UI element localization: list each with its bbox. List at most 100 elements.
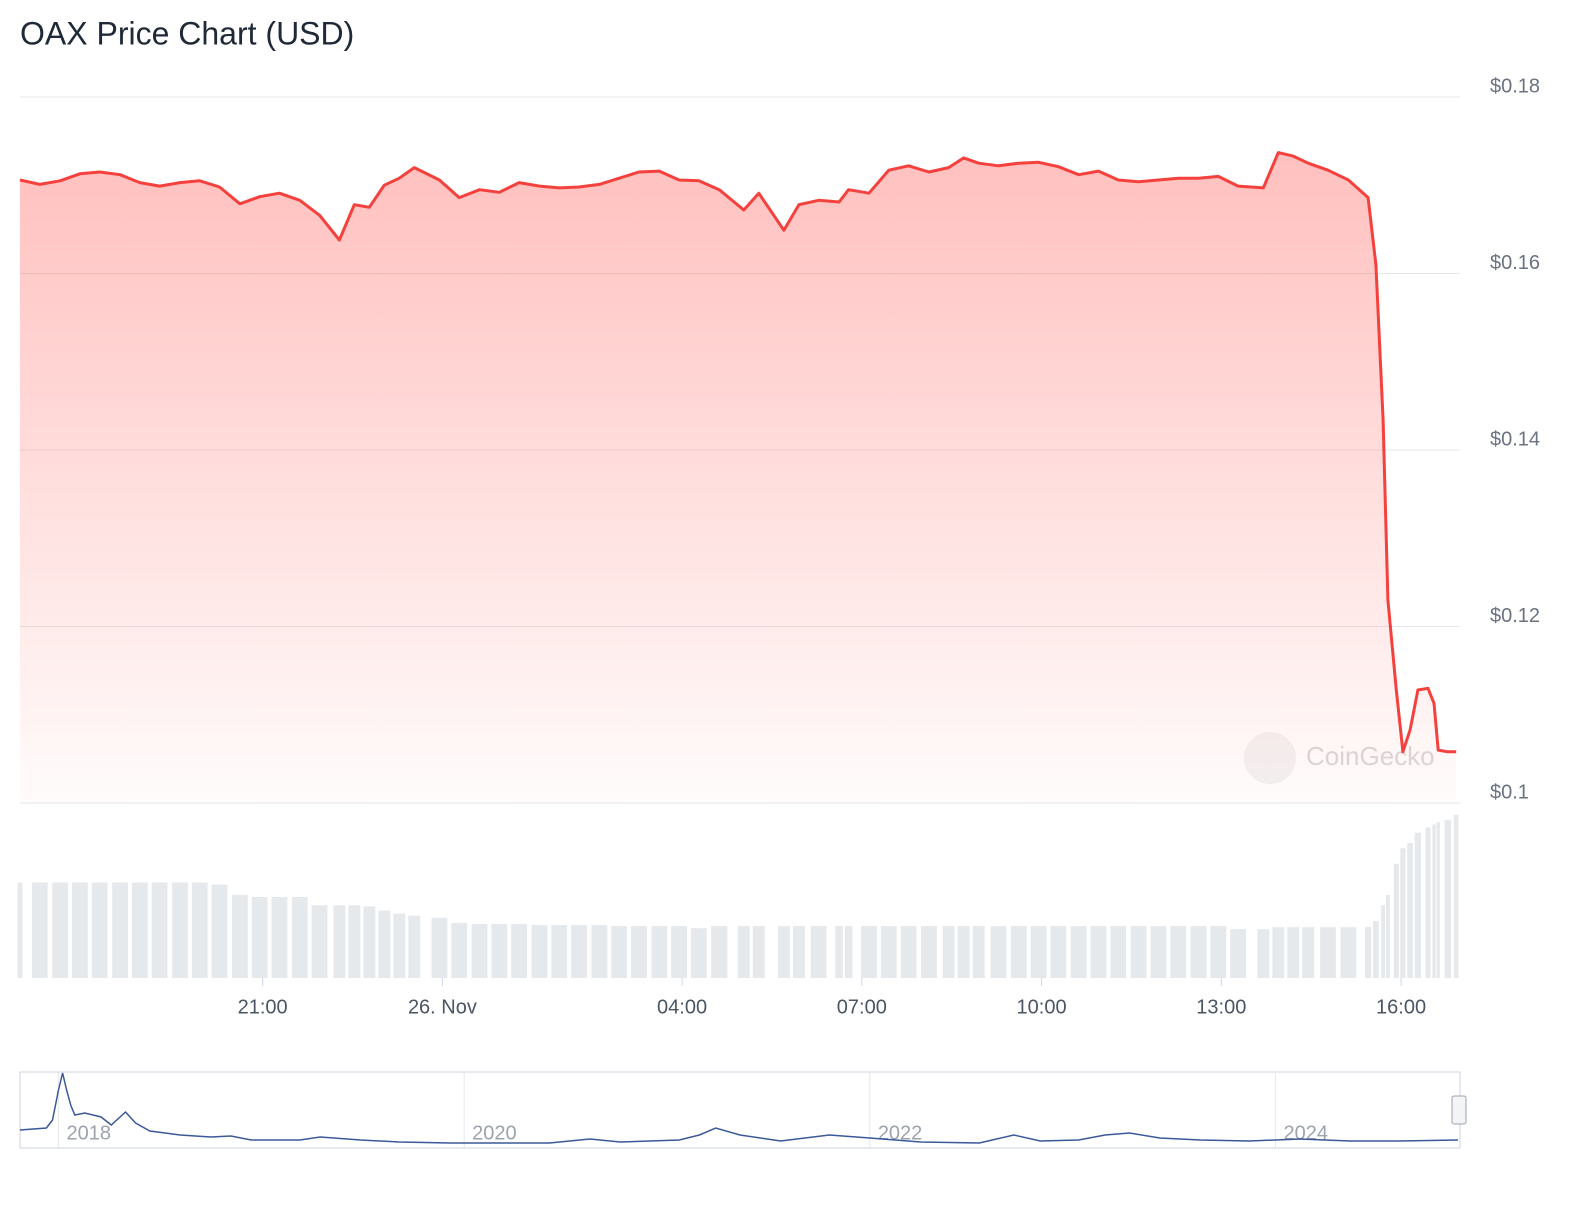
volume-bar: [531, 925, 548, 978]
volume-bar: [1385, 894, 1390, 978]
volume-bar: [311, 905, 328, 978]
volume-bar: [1365, 927, 1372, 978]
volume-bar: [52, 882, 69, 978]
volume-bar: [861, 926, 877, 978]
x-tick-label: 04:00: [657, 996, 707, 1018]
volume-bar: [737, 926, 750, 978]
volume-bar: [378, 910, 391, 978]
volume-bar: [1320, 927, 1336, 978]
volume-bar: [1272, 927, 1285, 978]
volume-bar: [1070, 926, 1087, 978]
volume-bar: [1050, 926, 1067, 978]
volume-bar: [1400, 848, 1406, 978]
volume-bar: [942, 926, 955, 978]
y-tick-label: $0.1: [1490, 781, 1529, 803]
volume-bar: [792, 926, 805, 978]
volume-bar: [921, 926, 937, 978]
volume-bar: [651, 926, 668, 978]
volume-bar: [1407, 843, 1413, 978]
volume-bar: [151, 882, 168, 978]
volume-bar: [1302, 927, 1315, 978]
volume-bar: [348, 905, 361, 978]
volume-bar: [1425, 827, 1431, 978]
volume-bar: [1130, 926, 1147, 978]
price-line: [19, 151, 1457, 754]
volume-bar: [271, 897, 288, 978]
volume-bar: [172, 882, 188, 978]
volume-bar: [471, 924, 488, 978]
volume-bar: [671, 926, 687, 978]
y-tick-label: $0.18: [1490, 75, 1540, 97]
volume-bar: [690, 928, 707, 978]
volume-bar: [431, 917, 448, 978]
volume-bar: [491, 924, 508, 978]
volume-bar: [1453, 815, 1459, 978]
y-tick-label: $0.14: [1490, 428, 1540, 450]
volume-bar: [1110, 926, 1127, 978]
volume-bar: [211, 884, 228, 978]
volume-bar: [451, 922, 468, 978]
volume-bar: [1030, 926, 1047, 978]
navigator-tick-label: 2024: [1283, 1122, 1328, 1144]
navigator-tick-label: 2020: [472, 1122, 517, 1144]
volume-bar: [1436, 822, 1440, 978]
volume-bar: [17, 882, 23, 978]
volume-bar: [972, 926, 985, 978]
volume-bar: [1287, 927, 1300, 978]
volume-bar: [1444, 820, 1452, 978]
volume-bar: [1432, 824, 1436, 978]
volume-bar: [752, 926, 765, 978]
volume-bar: [1190, 926, 1207, 978]
x-tick-label: 21:00: [238, 996, 288, 1018]
volume-bar: [571, 925, 587, 978]
volume-bar: [900, 926, 917, 978]
navigator-tick-label: 2018: [67, 1122, 112, 1144]
volume-bar: [611, 926, 628, 978]
navigator-handle[interactable]: [1451, 1095, 1467, 1125]
volume-bar: [231, 894, 248, 978]
navigator-line: [19, 1072, 1459, 1144]
volume-bar: [1210, 926, 1227, 978]
volume-bar: [1010, 926, 1027, 978]
volume-bar: [1414, 832, 1421, 978]
volume-bar: [844, 926, 853, 978]
volume-bar: [1257, 929, 1270, 978]
volume-bar: [72, 882, 88, 978]
volume-bar: [251, 897, 268, 978]
volume-bar: [551, 925, 568, 978]
x-tick-label: 26. Nov: [408, 996, 477, 1018]
volume-bar: [1170, 926, 1187, 978]
volume-bar: [631, 926, 647, 978]
y-tick-label: $0.16: [1490, 252, 1540, 274]
volume-bar: [363, 906, 376, 978]
volume-bar: [1373, 920, 1379, 978]
volume-bar: [1090, 926, 1107, 978]
volume-bar: [1230, 929, 1247, 978]
volume-bar: [957, 926, 970, 978]
volume-bar: [990, 926, 1007, 978]
x-tick-label: 16:00: [1376, 996, 1426, 1018]
volume-bar: [291, 897, 308, 978]
volume-bar: [131, 882, 148, 978]
volume-bar: [408, 915, 421, 978]
volume-bar: [112, 882, 128, 978]
volume-bar: [511, 924, 528, 978]
volume-bar: [91, 882, 108, 978]
volume-bar: [333, 905, 346, 978]
volume-bar: [810, 926, 827, 978]
volume-bar: [31, 882, 48, 978]
volume-bar: [393, 913, 406, 978]
volume-bar: [777, 926, 790, 978]
volume-bar: [591, 925, 608, 978]
volume-bar: [1393, 863, 1399, 978]
volume-bar: [880, 926, 897, 978]
volume-bar: [1150, 926, 1167, 978]
volume-bar: [191, 882, 208, 978]
x-tick-label: 10:00: [1017, 996, 1067, 1018]
x-tick-label: 07:00: [837, 996, 887, 1018]
volume-bar: [1340, 927, 1357, 978]
volume-bar: [835, 926, 843, 978]
y-tick-label: $0.12: [1490, 605, 1540, 627]
